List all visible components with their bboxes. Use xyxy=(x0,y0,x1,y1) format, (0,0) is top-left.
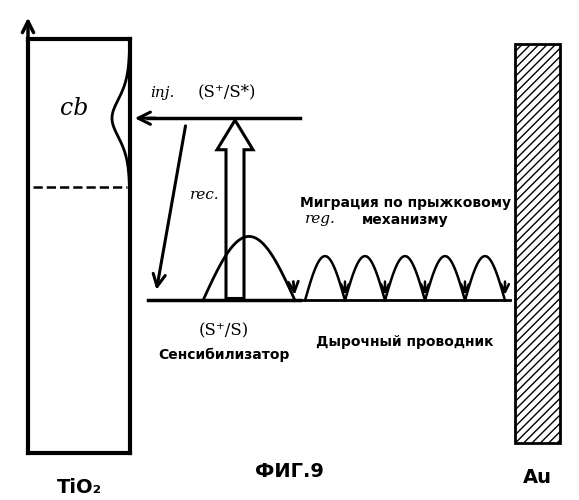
Text: reg.: reg. xyxy=(305,212,336,226)
Text: inj.: inj. xyxy=(150,86,174,101)
Text: cb: cb xyxy=(60,97,88,120)
Text: Миграция по прыжковому
механизму: Миграция по прыжковому механизму xyxy=(299,196,511,226)
Text: rec.: rec. xyxy=(190,188,219,202)
Text: ФИГ.9: ФИГ.9 xyxy=(255,462,324,480)
Text: Дырочный проводник: Дырочный проводник xyxy=(316,335,494,349)
Text: (S⁺/S): (S⁺/S) xyxy=(199,322,249,339)
Text: Au: Au xyxy=(523,468,552,487)
FancyArrow shape xyxy=(217,120,253,298)
Bar xyxy=(515,44,560,444)
Text: Сенсибилизатор: Сенсибилизатор xyxy=(158,348,290,362)
Text: (S⁺/S*): (S⁺/S*) xyxy=(198,84,256,100)
Text: TiO₂: TiO₂ xyxy=(56,478,101,497)
